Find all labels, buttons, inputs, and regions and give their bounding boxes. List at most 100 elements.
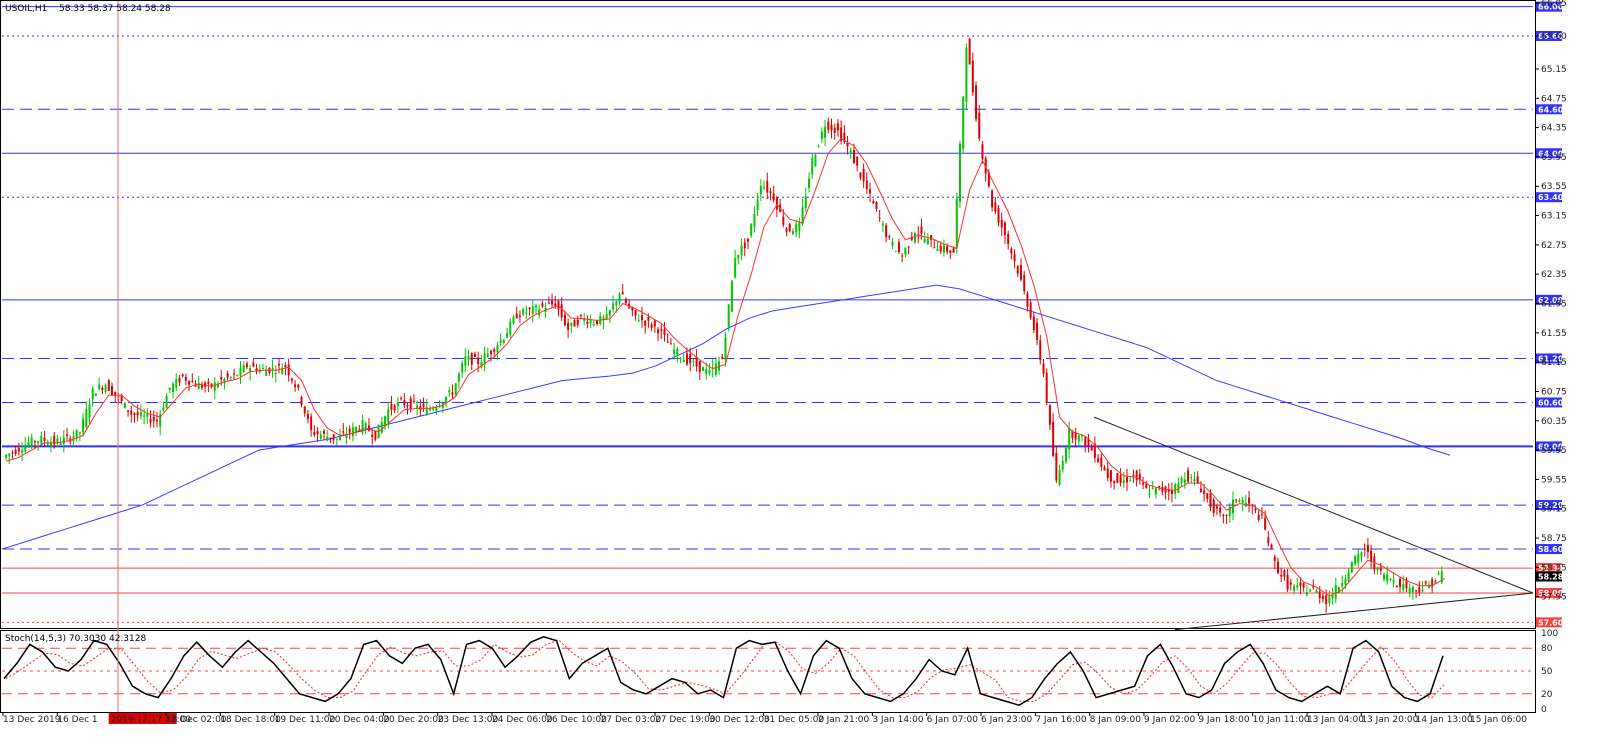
candle-body [470,353,473,365]
candle-body [245,363,248,368]
candle-body [133,413,136,416]
level-label: 59.20 [1538,501,1564,510]
candle-body [589,320,592,324]
candle-body [673,349,676,355]
candle-body [801,207,804,224]
candle-body [1273,556,1276,562]
candle-body [1196,476,1199,484]
candle-body [1305,592,1308,596]
ascending-trend-line [1174,592,1534,631]
candle-body [477,357,480,365]
candle-body [364,423,367,428]
candle-body [1366,544,1369,552]
candle-body [836,123,839,131]
candle-body [1257,514,1260,520]
candle-body [1270,544,1273,549]
candle-body [1170,490,1173,495]
candle-body [1315,590,1318,594]
time-tick-label: 13 Jan 04:00 [1307,715,1364,725]
candle-body [351,427,354,437]
candle-body [1299,582,1302,586]
candle-body [1052,422,1055,457]
candle-body [862,168,865,182]
candle-body [1132,474,1135,476]
price-tick-label: 64.75 [1541,94,1567,104]
ma-slow-layer [1,284,1451,550]
time-tick-label: 9 Jan 02:00 [1144,715,1196,725]
candle-body [888,236,891,238]
time-tick-label: 13 Dec 2019 [3,715,61,725]
candle-body [685,353,688,365]
candle-body [56,438,59,444]
candle-body [608,310,611,316]
candle-body [946,246,949,253]
candle-body [1203,490,1206,494]
time-tick-label: 16 Dec 1 [57,715,97,725]
candle-body [1187,470,1190,482]
candle-body [313,432,316,435]
candle-body [746,238,749,242]
candle-body [290,378,293,381]
candle-body [1003,222,1006,236]
candle-body [586,321,589,324]
candle-body [563,314,566,325]
candle-body [865,180,868,190]
candle-body [303,406,306,414]
candle-body [615,301,618,306]
time-tick-label: 6 Jan 07:00 [927,715,979,725]
candle-body [30,437,33,448]
candle-body [795,224,798,233]
candle-body [1138,474,1141,480]
candle-body [1064,447,1067,462]
candle-body [216,383,219,388]
candle-body [1212,499,1215,513]
stoch-tick-label: 80 [1541,644,1553,654]
candle-body [278,363,281,366]
candle-body [143,415,146,417]
candle-body [1405,579,1408,589]
level-label-box [1536,148,1562,159]
candle-body [637,320,640,322]
candle-body [644,320,647,326]
price-tick-label: 58.35 [1541,563,1567,573]
candle-body [708,369,711,374]
candle-body [229,377,232,379]
candle-body [1296,585,1299,588]
candle-body [991,190,994,208]
candle-body [827,121,830,131]
candle-body [1325,595,1328,605]
candle-body [361,420,364,433]
candle-body [808,178,811,188]
candle-body [120,395,123,402]
candle-body [1376,567,1379,571]
price-tick-label: 59.15 [1541,505,1567,515]
candle-body [17,447,20,452]
candle-body [859,172,862,178]
candle-body [897,242,900,253]
candle-body [384,416,387,426]
candle-body [1241,500,1244,503]
candle-body [1437,573,1440,575]
candle-body [930,235,933,240]
candle-body [72,436,75,442]
candle-body [1328,596,1331,603]
candle-body [24,445,27,452]
candle-body [727,304,730,328]
candle-body [255,368,258,372]
candle-body [640,315,643,321]
candle-body [172,383,175,392]
candle-body [1142,482,1145,485]
candle-body [695,357,698,367]
level-label: 58.00 [1538,589,1564,598]
candles-layer [5,37,1443,613]
candle-body [689,353,692,364]
candle-body [1209,492,1212,508]
candle-body [820,131,823,139]
candle-body [21,450,24,453]
candle-body [843,132,846,142]
candle-body [763,187,766,189]
chart-header-symbol: USOIL,H1 [5,4,47,14]
price-tick-label: 59.95 [1541,446,1567,456]
candle-body [1354,556,1357,564]
